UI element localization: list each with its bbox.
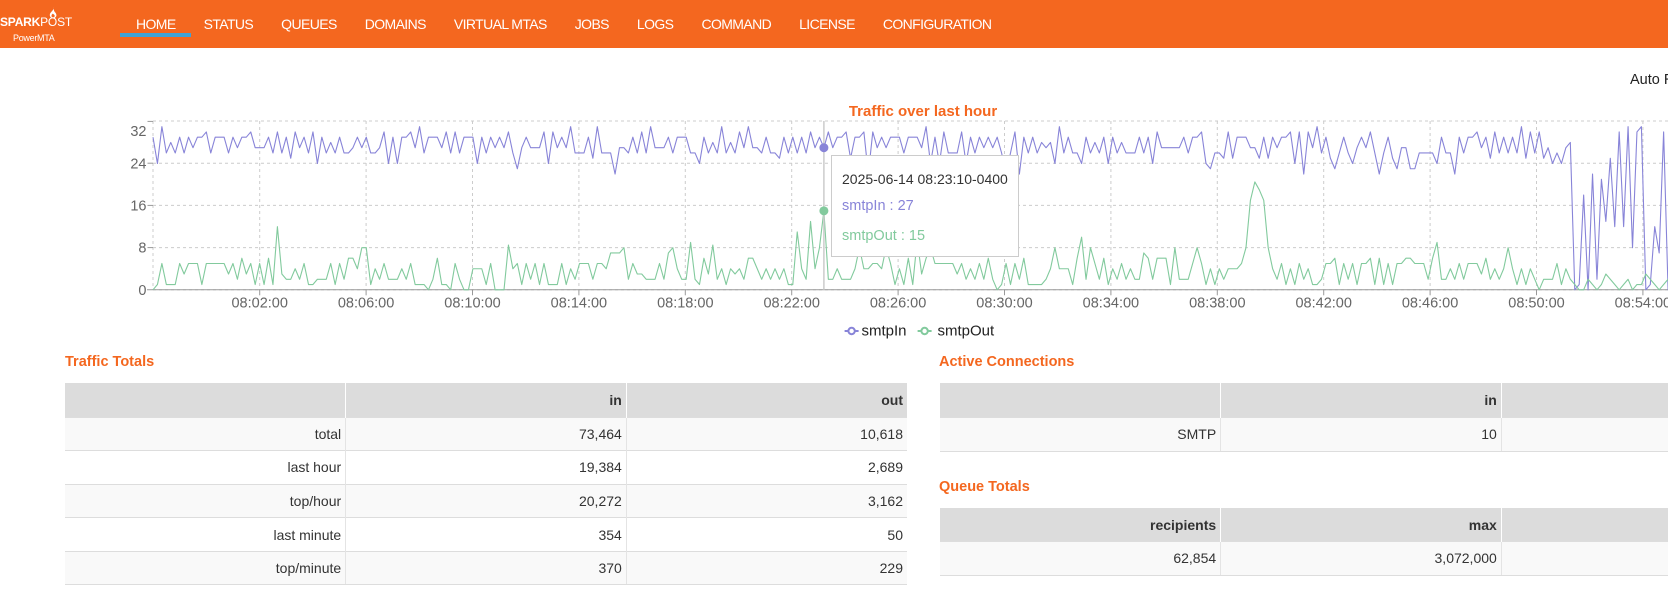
svg-text:08:02:00: 08:02:00 [231,296,287,312]
svg-text:08:22:00: 08:22:00 [763,296,819,312]
svg-text:08:54:00: 08:54:00 [1615,296,1668,312]
svg-text:08:10:00: 08:10:00 [444,296,500,312]
svg-text:08:38:00: 08:38:00 [1189,296,1245,312]
svg-text:0: 0 [138,283,146,299]
svg-text:08:26:00: 08:26:00 [870,296,926,312]
svg-text:08:46:00: 08:46:00 [1402,296,1458,312]
svg-text:08:42:00: 08:42:00 [1295,296,1351,312]
svg-text:08:14:00: 08:14:00 [551,296,607,312]
svg-text:24: 24 [130,157,146,173]
svg-text:08:18:00: 08:18:00 [657,296,713,312]
svg-text:16: 16 [130,199,146,215]
svg-text:32: 32 [130,124,146,140]
svg-text:08:34:00: 08:34:00 [1083,296,1139,312]
svg-text:Traffic over last hour: Traffic over last hour [849,103,998,120]
svg-text:08:50:00: 08:50:00 [1508,296,1564,312]
svg-text:08:06:00: 08:06:00 [338,296,394,312]
svg-text:smtpOut: smtpOut [938,323,996,340]
svg-text:smtpIn: smtpIn [862,323,907,340]
svg-text:8: 8 [138,241,146,257]
svg-text:08:30:00: 08:30:00 [976,296,1032,312]
